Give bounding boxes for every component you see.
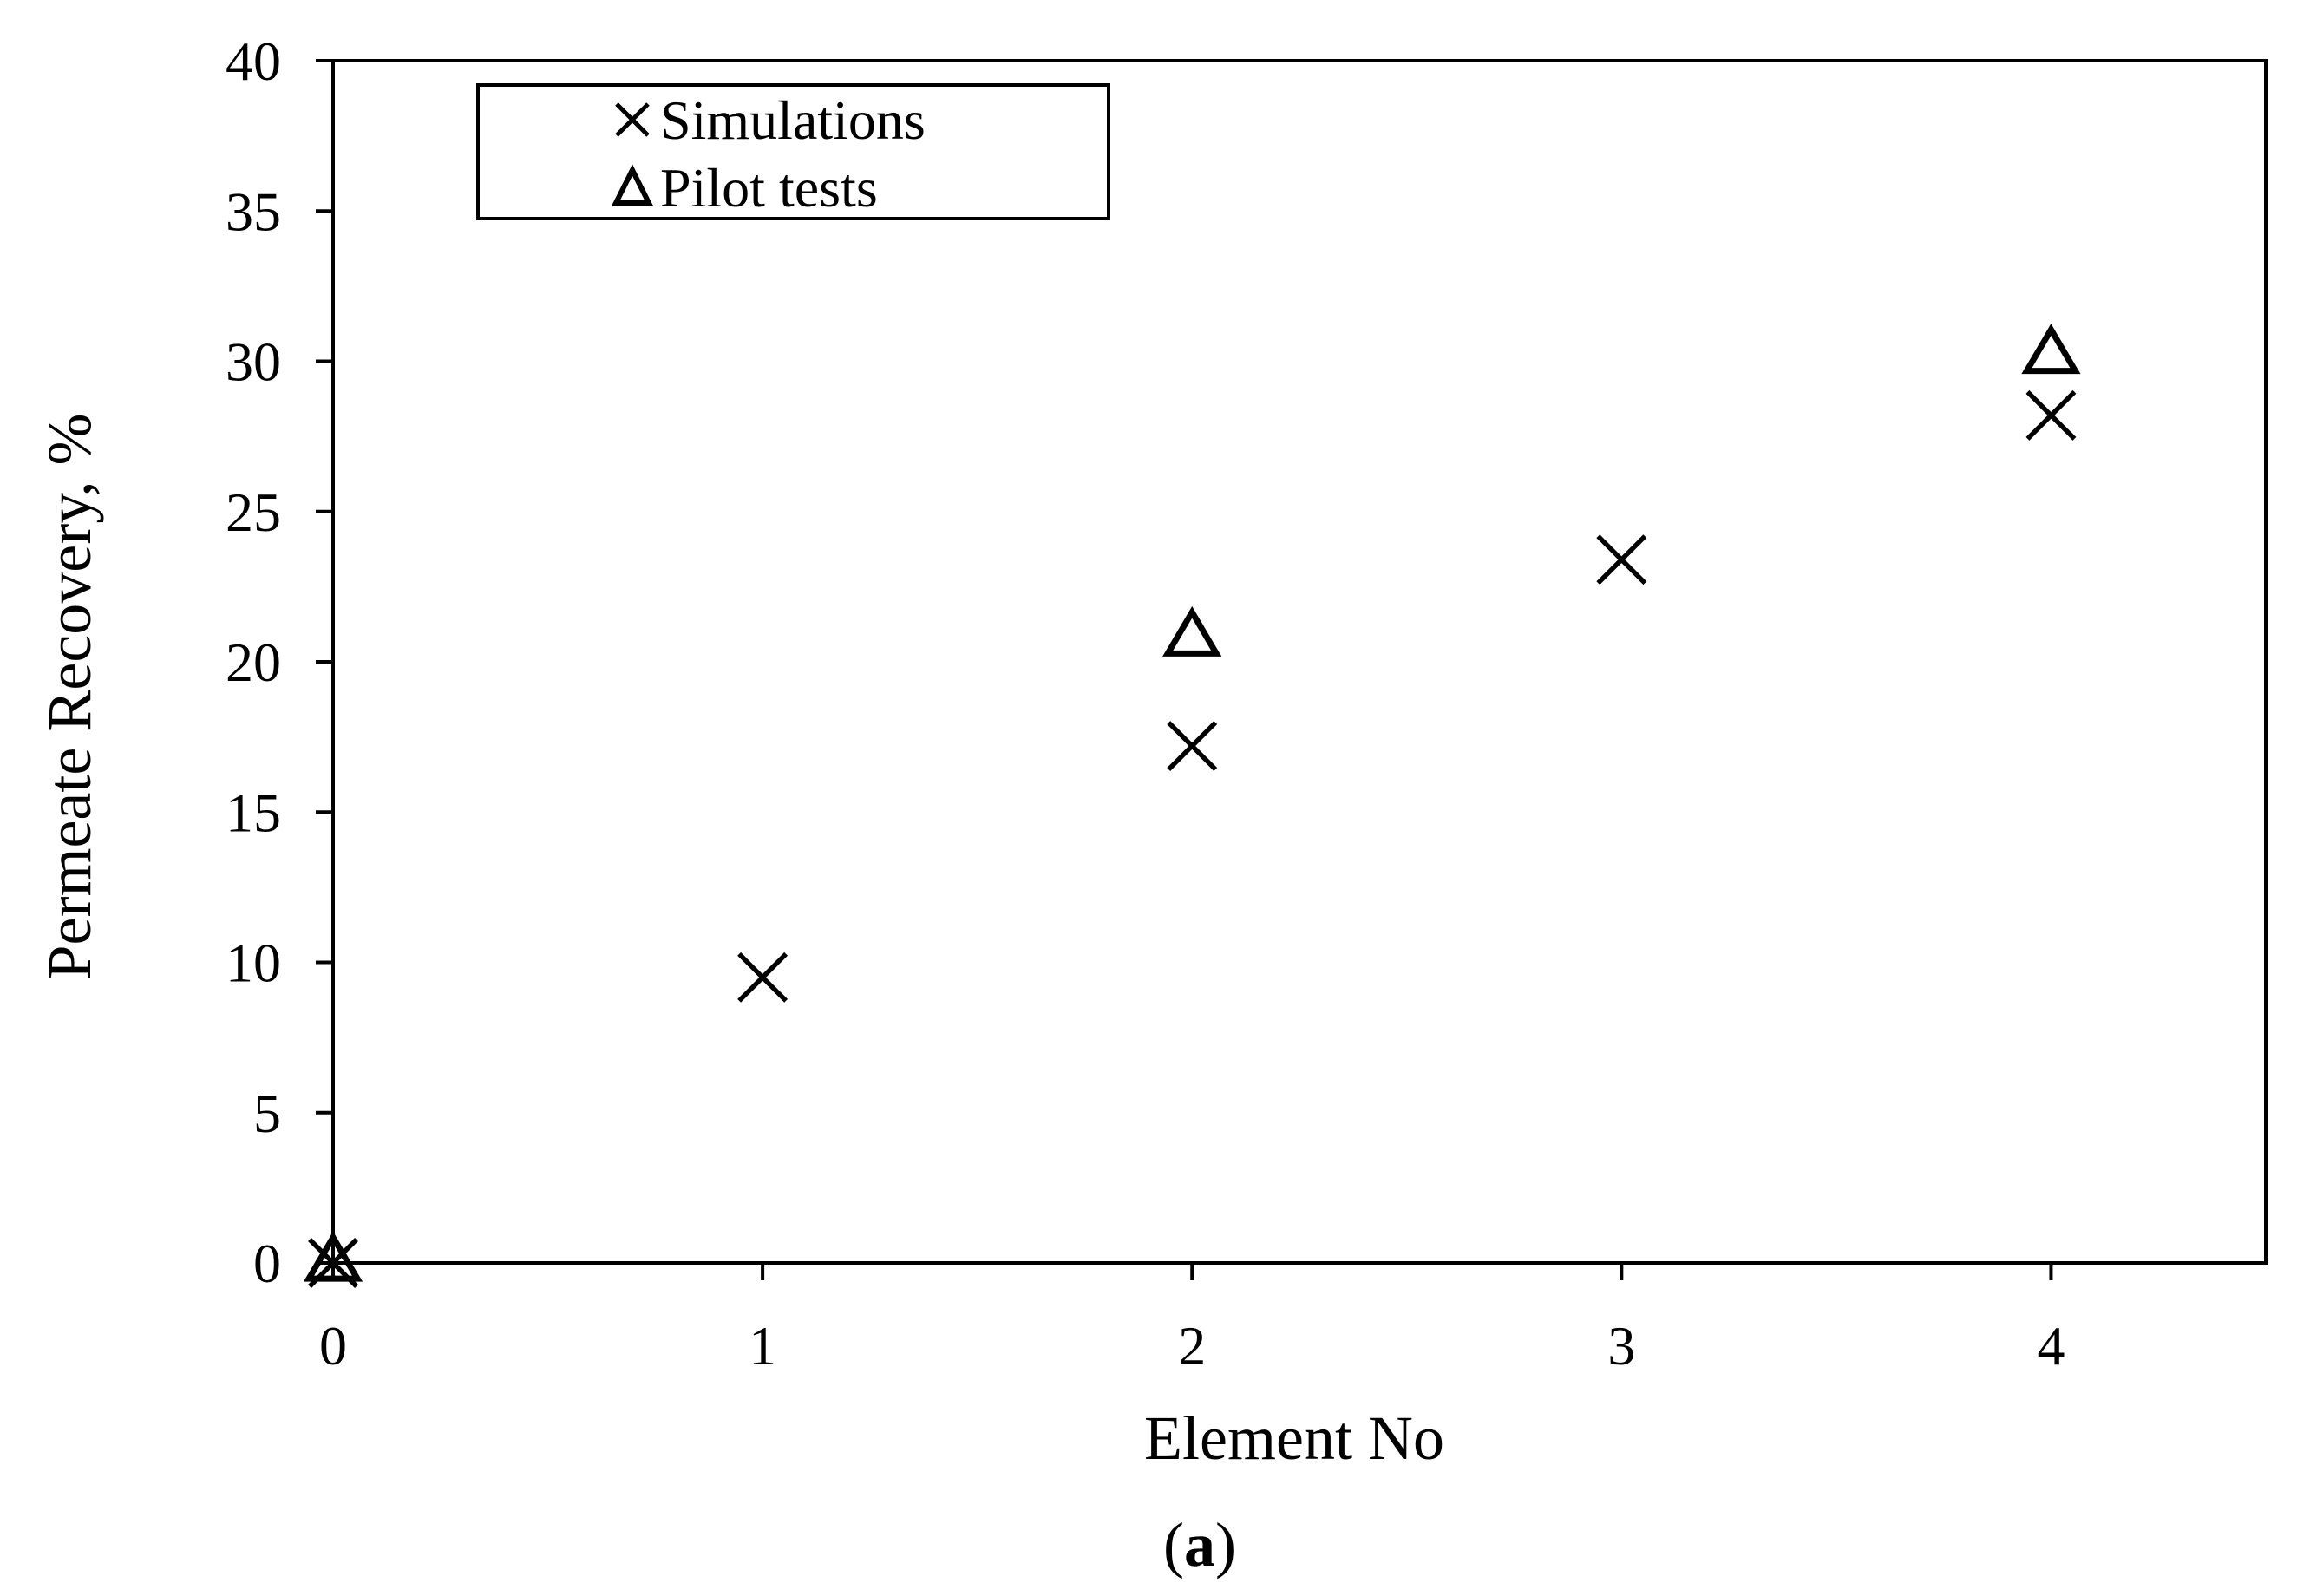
y-tick-label: 25 (226, 481, 281, 543)
y-tick-label: 35 (226, 180, 281, 242)
x-tick-label: 3 (1607, 1315, 1635, 1377)
legend-triangle-icon (612, 164, 653, 206)
x-tick-label: 4 (2037, 1315, 2065, 1377)
legend-label: Simulations (660, 89, 926, 151)
y-axis-title: Permeate Recovery, % (35, 413, 104, 979)
y-tick-label: 15 (226, 782, 281, 843)
caption-close-paren: ) (1215, 1510, 1236, 1580)
caption-open-paren: ( (1163, 1510, 1184, 1580)
y-tick-label: 20 (226, 631, 281, 693)
pilot-test-point (1162, 605, 1222, 657)
x-axis-title: Element No (1144, 1403, 1444, 1473)
simulation-point (1596, 534, 1647, 585)
legend-box (476, 83, 1110, 220)
legend-x-icon (615, 102, 650, 137)
data-marks (303, 324, 2081, 1288)
y-tick-label: 40 (226, 30, 281, 92)
x-tick-label: 2 (1178, 1315, 1206, 1377)
x-tick-label: 0 (319, 1315, 347, 1377)
y-tick-label: 30 (226, 331, 281, 393)
y-tick-label: 5 (253, 1083, 281, 1144)
legend-label: Pilot tests (660, 157, 878, 219)
simulation-point (1167, 721, 1218, 771)
series-pilot-tests (303, 324, 2081, 1282)
panel-caption: (a) (1163, 1510, 1236, 1580)
x-tick-label: 1 (749, 1315, 776, 1377)
y-tick-label: 10 (226, 932, 281, 994)
tick-labels: 0 5 10 15 20 25 30 35 40 0 1 2 3 4 (226, 30, 2065, 1377)
simulation-point (737, 952, 789, 1003)
pilot-test-point (2021, 324, 2081, 375)
simulation-point (2025, 389, 2077, 441)
pilot-test-point (303, 1231, 363, 1282)
caption-letter: a (1184, 1510, 1215, 1580)
plot-area-frame (331, 59, 2268, 1265)
y-tick-label: 0 (253, 1233, 281, 1294)
